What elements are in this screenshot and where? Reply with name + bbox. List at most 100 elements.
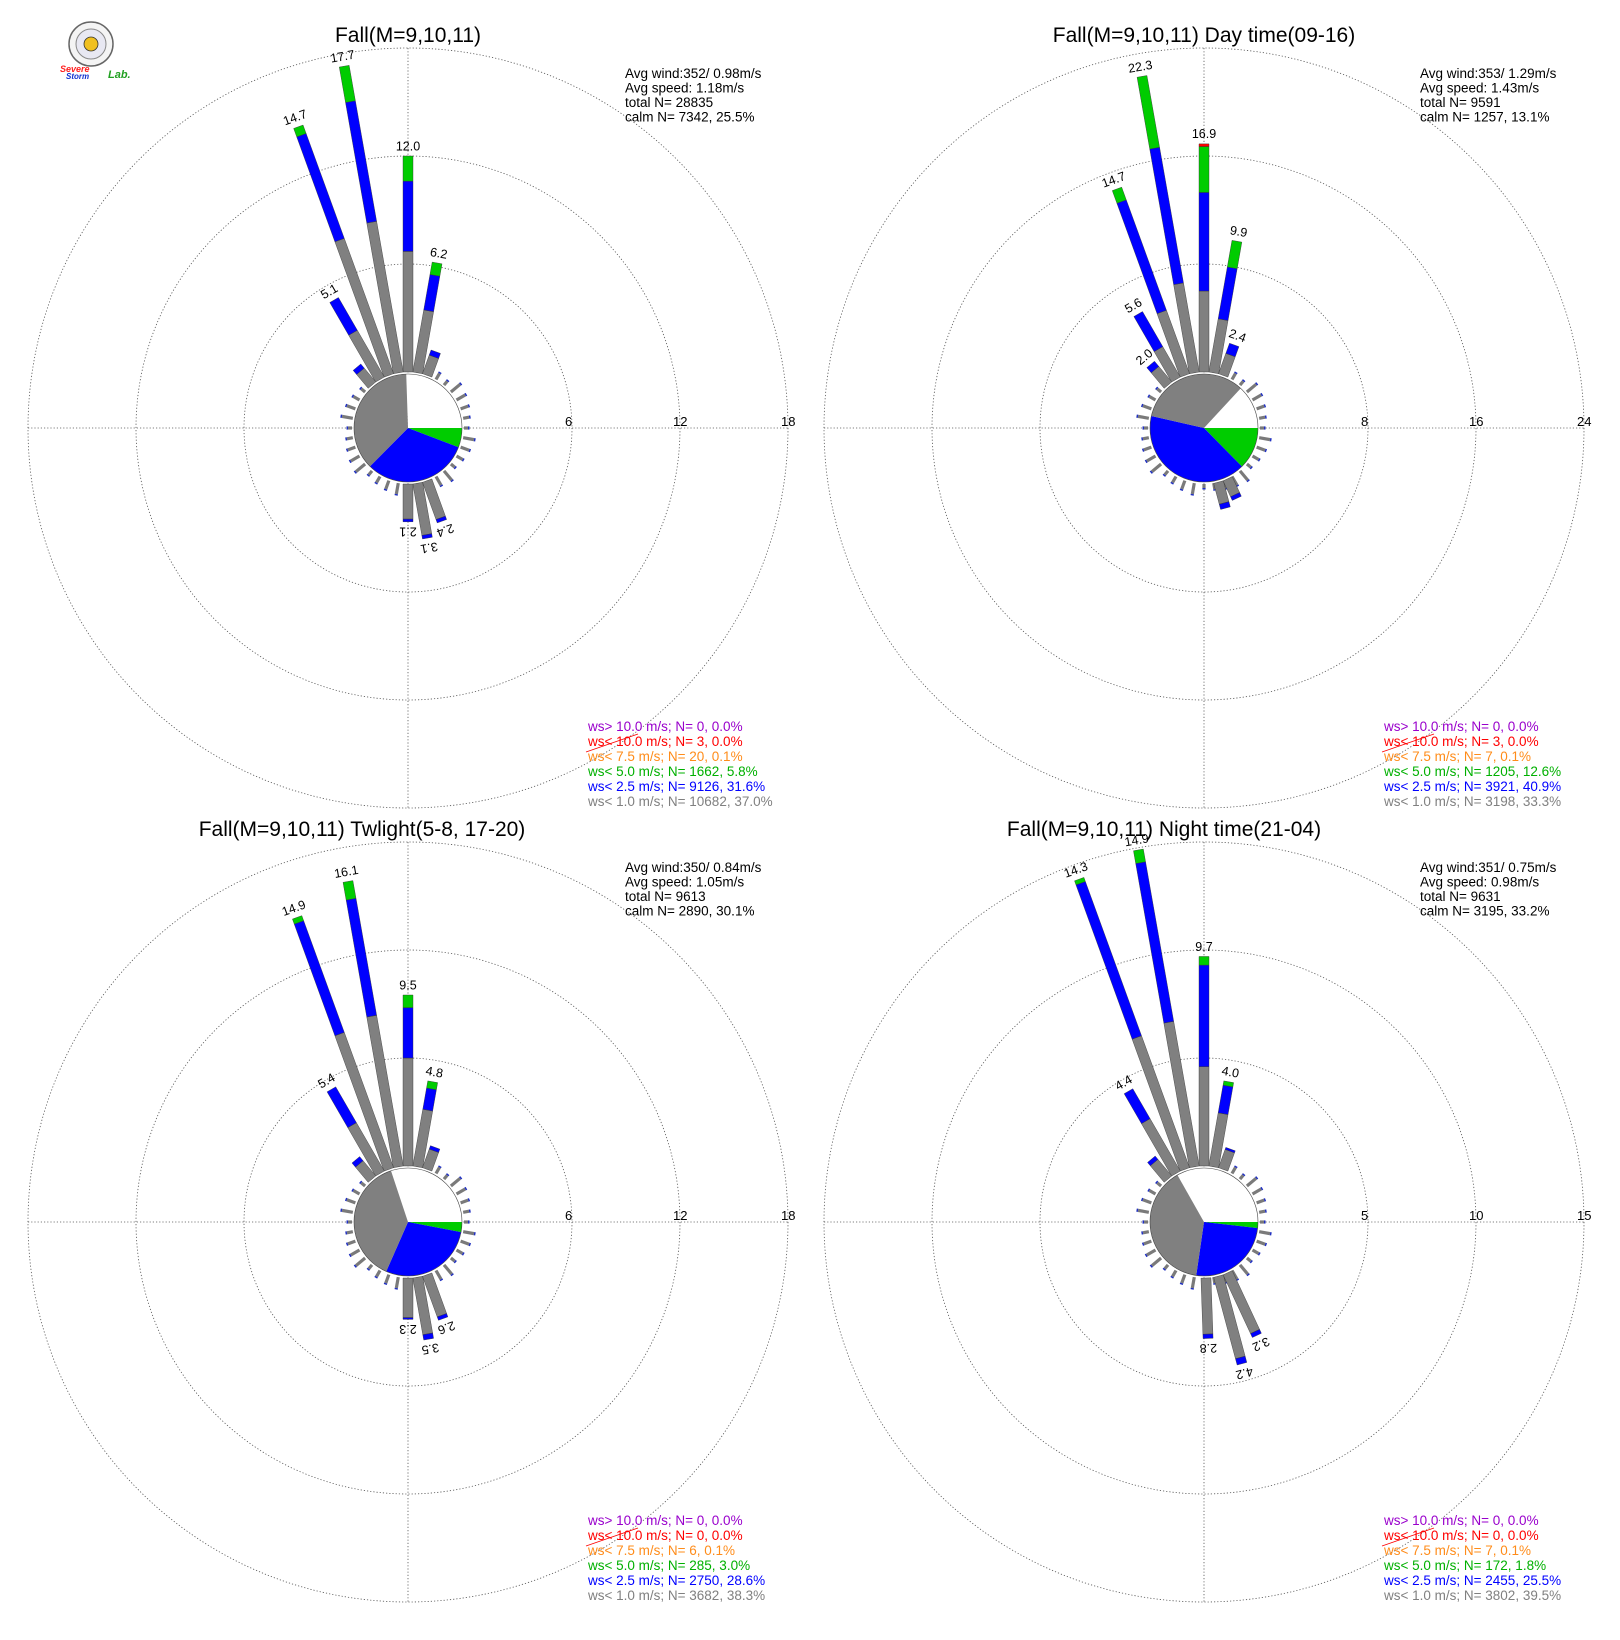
fringe-bar bbox=[1251, 1187, 1262, 1196]
direction-bar-segment bbox=[1222, 1080, 1234, 1088]
fringe-bar bbox=[449, 1177, 462, 1188]
bar-value-label: 2.4 bbox=[1227, 326, 1248, 345]
fringe-bar bbox=[1256, 1239, 1266, 1246]
fringe-bar-tip bbox=[1234, 1165, 1238, 1169]
fringe-bar bbox=[1245, 1177, 1258, 1188]
fringe-bar bbox=[341, 1208, 354, 1214]
fringe-bar-tip bbox=[374, 481, 378, 485]
bar-value-label: 4.8 bbox=[425, 1064, 445, 1081]
direction-bar-segment bbox=[1198, 290, 1210, 373]
fringe-bar-tip bbox=[1263, 404, 1267, 408]
fringe-bar-tip bbox=[1255, 1176, 1259, 1180]
radial-tick-label: 5 bbox=[1361, 1208, 1368, 1223]
panel-title: Fall(M=9,10,11) bbox=[335, 24, 481, 47]
grid-ring bbox=[931, 155, 1477, 701]
pie-calm-sector bbox=[390, 1168, 462, 1222]
bar-value-label: 3.2 bbox=[1250, 1334, 1272, 1354]
fringe-bar-tip bbox=[383, 488, 388, 492]
pie-calm-sector bbox=[1177, 1168, 1258, 1222]
fringe-bar bbox=[350, 1248, 361, 1257]
direction-bar-segment bbox=[351, 1156, 364, 1168]
fringe-bar bbox=[462, 1209, 470, 1214]
legend-slash bbox=[585, 1527, 639, 1547]
fringe-bar bbox=[1258, 1230, 1271, 1236]
fringe-bar bbox=[1146, 454, 1157, 463]
fringe-bar bbox=[1142, 436, 1150, 441]
fringe-bar-tip bbox=[1255, 382, 1259, 386]
fringe-bar-tip bbox=[464, 1186, 468, 1191]
fringe-bar-tip bbox=[351, 394, 355, 398]
stat-line: total N= 9591 bbox=[1420, 95, 1501, 110]
direction-bar-segment bbox=[422, 1087, 437, 1112]
pie-lt5-sector bbox=[1204, 428, 1258, 467]
legend-entry: ws< 2.5 m/s; N= 2455, 25.5% bbox=[1383, 1573, 1561, 1588]
fringe-bar bbox=[1180, 1274, 1187, 1284]
direction-bar-segment bbox=[1075, 881, 1142, 1040]
fringe-bar-tip bbox=[1241, 1173, 1246, 1177]
fringe-bar bbox=[1251, 1248, 1260, 1255]
fringe-bar-tip bbox=[439, 484, 444, 488]
direction-bar-segment bbox=[421, 533, 433, 540]
panels-group: 6 12 18 Fall(M=9,10,11) Avg wind:352/ 0.98m/… bbox=[27, 24, 1591, 1603]
fringe-bar bbox=[1163, 1263, 1170, 1270]
radial-tick-label: 6 bbox=[565, 1208, 572, 1223]
direction-bar-segment bbox=[1217, 1084, 1234, 1115]
bar-value-label: 17.7 bbox=[329, 48, 355, 66]
direction-bar-segment bbox=[1135, 861, 1174, 1024]
fringe-bar bbox=[455, 393, 466, 402]
grid-ring bbox=[931, 949, 1477, 1495]
bar-value-label: 2.3 bbox=[399, 1322, 416, 1336]
pie-outline bbox=[1149, 373, 1259, 483]
legend-entry: ws< 10.0 m/s; N= 0, 0.0% bbox=[587, 1528, 743, 1543]
fringe-bar-tip bbox=[1147, 394, 1151, 398]
bar-value-label: 22.3 bbox=[1127, 58, 1153, 76]
direction-bar-segment bbox=[1230, 492, 1242, 501]
fringe-bar-tip bbox=[1260, 392, 1264, 397]
fringe-bar bbox=[1251, 393, 1262, 402]
bar-value-label: 9.5 bbox=[399, 978, 416, 992]
fringe-bar bbox=[1171, 1269, 1178, 1278]
direction-bar-segment bbox=[329, 297, 358, 336]
fringe-bar bbox=[346, 1198, 356, 1205]
stat-line: Avg wind:353/ 1.29m/s bbox=[1420, 66, 1557, 81]
fringe-bar-tip bbox=[1257, 1252, 1261, 1256]
direction-bar-segment bbox=[1235, 1355, 1248, 1366]
direction-bar-segment bbox=[435, 515, 447, 524]
panel-title: Fall(M=9,10,11) Twlight(5-8, 17-20) bbox=[199, 818, 526, 841]
bar-value-label: 14.9 bbox=[280, 897, 308, 918]
direction-bar-segment bbox=[1136, 75, 1160, 150]
legend-entry: ws< 1.0 m/s; N= 3682, 38.3% bbox=[587, 1588, 765, 1603]
fringe-bar bbox=[1143, 1239, 1152, 1246]
fringe-bar-tip bbox=[1246, 479, 1250, 483]
direction-bar-segment bbox=[429, 261, 443, 277]
fringe-bar-tip bbox=[359, 386, 363, 391]
fringe-bar bbox=[375, 1269, 382, 1278]
fringe-bar bbox=[460, 404, 469, 411]
fringe-bar-tip bbox=[439, 1278, 444, 1282]
fringe-bar bbox=[1150, 462, 1163, 473]
direction-bar-segment bbox=[402, 994, 414, 1008]
fringe-bar bbox=[347, 1239, 356, 1246]
fringe-bar-tip bbox=[1155, 1180, 1159, 1185]
fringe-bar-tip bbox=[366, 1267, 371, 1271]
direction-bar-segment bbox=[402, 1057, 414, 1167]
fringe-bar bbox=[347, 445, 356, 452]
radial-tick-label: 18 bbox=[781, 1208, 795, 1223]
direction-bar-segment bbox=[402, 518, 414, 522]
direction-bar-segment bbox=[1225, 342, 1240, 358]
direction-bar-segment bbox=[339, 65, 356, 103]
direction-bar-segment bbox=[1198, 1066, 1210, 1167]
fringe-bar bbox=[1230, 1166, 1237, 1175]
radial-tick-label: 12 bbox=[673, 414, 687, 429]
fringe-bar bbox=[442, 380, 449, 387]
fringe-bar-tip bbox=[1224, 487, 1228, 491]
radial-tick-label: 16 bbox=[1469, 414, 1483, 429]
fringe-bar bbox=[367, 469, 374, 476]
fringe-bar bbox=[460, 1239, 470, 1246]
fringe-bar-tip bbox=[464, 392, 468, 397]
fringe-bar bbox=[1256, 1198, 1265, 1205]
fringe-bar-tip bbox=[1235, 1278, 1240, 1282]
direction-bar-segment bbox=[402, 1317, 414, 1320]
fringe-bar bbox=[375, 475, 382, 484]
